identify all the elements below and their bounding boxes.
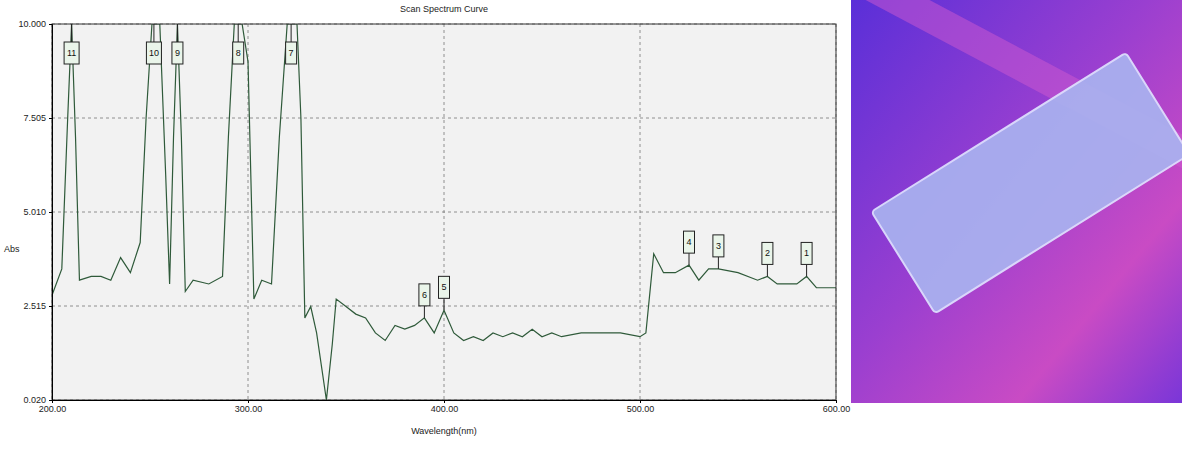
annotation-label: 5 [441,282,446,292]
annotation-box [801,242,812,264]
annotation-box [146,42,161,64]
annotation-box [439,276,450,298]
tick: 500.00 [627,400,655,414]
annotation-leader [177,24,178,42]
tick-label: 2.515 [23,301,46,311]
x-axis-title: Wavelength(nm) [411,426,477,436]
tick: 600.00 [823,400,851,414]
annotation-leader [71,24,72,42]
tick-mark [49,400,52,401]
annotation-label: 1 [804,248,809,258]
tick-mark [49,24,52,25]
tick-mark [49,118,52,119]
tick: 0.020 [23,395,52,405]
tick-label: 5.010 [23,207,46,217]
plot-background [52,24,836,400]
spectrum-line [52,24,836,400]
tick: 7.505 [23,113,52,123]
annotations: 1 2 3 4 5 6 7 8 9 10 11 [64,24,812,318]
tick-mark [49,306,52,307]
tick-label: 7.505 [23,113,46,123]
tick-label: 200.00 [39,404,67,414]
tick: 400.00 [431,400,459,414]
annotation-box [286,42,297,64]
tick-mark [444,400,445,403]
tick-label: 600.00 [823,404,851,414]
annotation-box [419,284,430,306]
tick-label: 500.00 [627,404,655,414]
annotation-leader [444,298,445,310]
annotation-box [64,42,79,64]
annotation-leader [153,24,154,42]
photo [826,0,1182,403]
tick-label: 300.00 [235,404,263,414]
annotation-box [684,231,695,253]
annotation-label: 10 [149,48,159,58]
tick-label: 10.000 [18,19,46,29]
y-axis-title: Abs [4,244,20,254]
annotation-leader [291,24,292,42]
y-axis: 0.020 2.515 5.010 7.505 10.000 [18,19,52,405]
tick-label: 400.00 [431,404,459,414]
marks [52,24,836,400]
annotation-label: 4 [686,237,691,247]
annotation-leader [806,264,807,276]
grid [52,24,836,400]
axis-line [53,401,837,404]
annotation-leader [718,257,719,269]
annotation-leader [689,253,690,265]
annotation-label: 6 [422,290,427,300]
annotation-box [233,42,244,64]
tick: 5.010 [23,207,52,217]
tick: 10.000 [18,19,52,29]
annotation-box [762,242,773,264]
title: Scan Spectrum Curve [400,4,488,14]
annotation-label: 9 [175,48,180,58]
chart: Scan Spectrum Curve 200.00 300.00 400.00 500… [0,0,1182,456]
plot: 200.00 300.00 400.00 500.00 600.00 0.020 2.515… [18,19,850,414]
tick-mark [248,400,249,403]
tick-label: 0.020 [23,395,46,405]
x-axis: 200.00 300.00 400.00 500.00 600.00 [39,400,851,414]
annotation-label: 11 [67,48,76,58]
tick-mark [640,400,641,403]
glass-slide [871,53,1182,314]
annotation-leader [767,264,768,276]
annotation-leader [238,24,239,42]
tick-mark [836,400,837,403]
annotation-label: 2 [765,248,770,258]
axis-line [49,25,53,401]
annotation-box [172,42,183,64]
grid-line [52,212,836,213]
tick-mark [49,212,52,213]
grid-line [52,118,836,119]
annotation-label: 7 [289,48,294,58]
tick: 300.00 [235,400,263,414]
annotation-label: 8 [236,48,241,58]
plot-frame [52,24,836,400]
annotation-box [713,235,724,257]
tick: 2.515 [23,301,52,311]
annotation-label: 3 [716,241,721,251]
annotation-leader [424,306,425,318]
